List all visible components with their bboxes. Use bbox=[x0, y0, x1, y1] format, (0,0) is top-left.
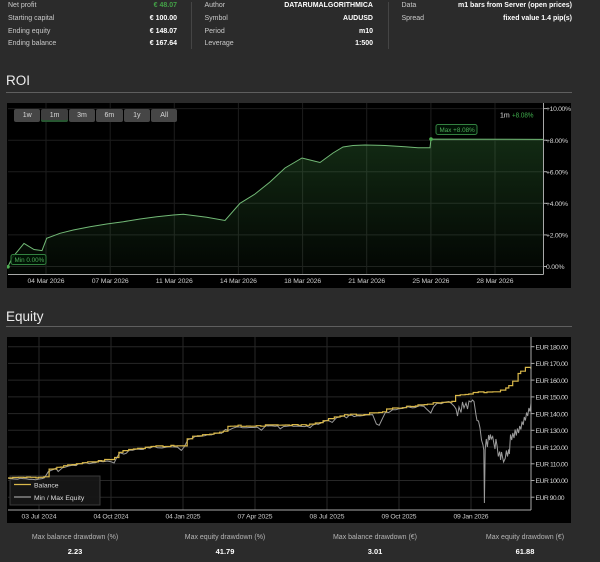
svg-text:EUR 140.00: EUR 140.00 bbox=[536, 411, 569, 418]
svg-text:EUR 130.00: EUR 130.00 bbox=[536, 428, 569, 435]
svg-text:+8.08%: +8.08% bbox=[512, 113, 534, 120]
svg-text:1m: 1m bbox=[500, 113, 510, 120]
svg-text:EUR 170.00: EUR 170.00 bbox=[536, 361, 569, 368]
svg-text:EUR 150.00: EUR 150.00 bbox=[536, 395, 569, 402]
svg-text:08 Jul 2025: 08 Jul 2025 bbox=[310, 514, 345, 521]
svg-text:04 Oct 2024: 04 Oct 2024 bbox=[94, 514, 129, 521]
svg-text:EUR 160.00: EUR 160.00 bbox=[536, 378, 569, 385]
svg-text:18 Mar 2026: 18 Mar 2026 bbox=[284, 278, 321, 285]
svg-text:11 Mar 2026: 11 Mar 2026 bbox=[156, 278, 193, 285]
svg-text:EUR 110.00: EUR 110.00 bbox=[536, 462, 569, 469]
svg-text:07 Apr 2025: 07 Apr 2025 bbox=[238, 514, 273, 521]
svg-text:28 Mar 2026: 28 Mar 2026 bbox=[477, 278, 514, 285]
svg-text:EUR 90.00: EUR 90.00 bbox=[536, 495, 565, 502]
svg-text:Min / Max Equity: Min / Max Equity bbox=[34, 495, 85, 502]
svg-text:0.00%: 0.00% bbox=[546, 264, 565, 271]
svg-text:+4.00%: +4.00% bbox=[546, 201, 568, 208]
svg-text:21 Mar 2026: 21 Mar 2026 bbox=[348, 278, 385, 285]
svg-text:14 Mar 2026: 14 Mar 2026 bbox=[220, 278, 257, 285]
svg-text:04 Jan 2025: 04 Jan 2025 bbox=[166, 514, 201, 521]
svg-text:07 Mar 2026: 07 Mar 2026 bbox=[92, 278, 129, 285]
svg-text:03 Jul 2024: 03 Jul 2024 bbox=[22, 514, 57, 521]
svg-text:EUR 120.00: EUR 120.00 bbox=[536, 445, 569, 452]
svg-text:EUR 180.00: EUR 180.00 bbox=[536, 344, 569, 351]
svg-text:Min 0.00%: Min 0.00% bbox=[15, 257, 45, 264]
svg-text:+6.00%: +6.00% bbox=[546, 169, 568, 176]
svg-text:09 Oct 2025: 09 Oct 2025 bbox=[382, 514, 417, 521]
svg-text:Max +8.08%: Max +8.08% bbox=[440, 127, 476, 134]
svg-text:+10.00%: +10.00% bbox=[546, 106, 571, 113]
svg-text:09 Jan 2026: 09 Jan 2026 bbox=[454, 514, 489, 521]
svg-text:EUR 100.00: EUR 100.00 bbox=[536, 478, 569, 485]
svg-text:+2.00%: +2.00% bbox=[546, 233, 568, 240]
svg-text:Balance: Balance bbox=[34, 482, 59, 489]
svg-text:04 Mar 2026: 04 Mar 2026 bbox=[28, 278, 65, 285]
svg-text:25 Mar 2026: 25 Mar 2026 bbox=[412, 278, 449, 285]
svg-text:+8.00%: +8.00% bbox=[546, 138, 568, 145]
